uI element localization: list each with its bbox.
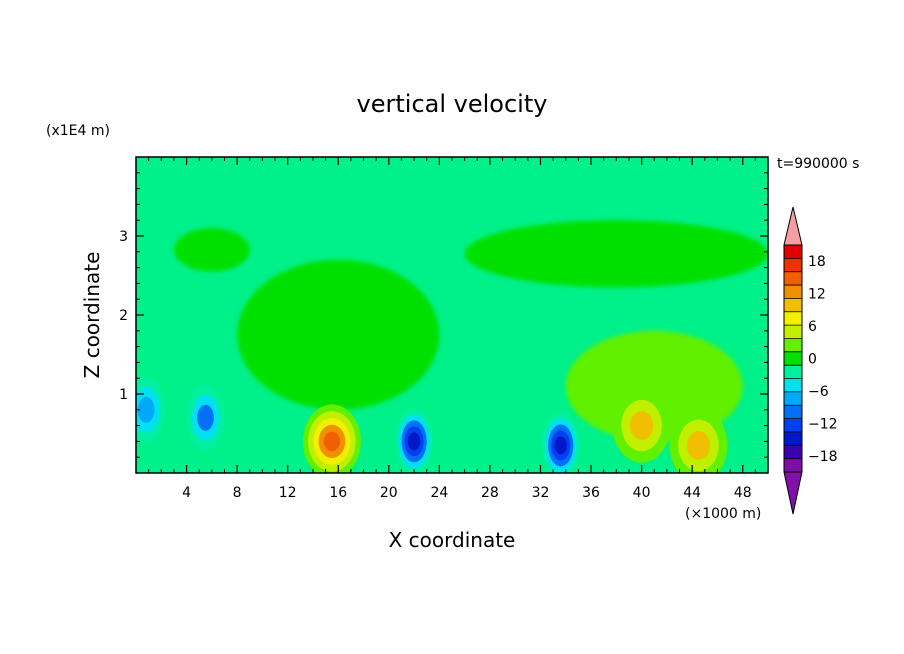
- updraft-5: [612, 388, 671, 463]
- colorbar: 18 12 6 0 −6 −12 −18: [783, 206, 838, 515]
- colorbar-swatch-4: [784, 405, 802, 420]
- colorbar-swatch-10: [784, 325, 802, 339]
- y-axis-unit: (x1E4 m): [46, 123, 110, 139]
- y-tick-label-3: 3: [119, 229, 128, 245]
- downdraft-9: [186, 384, 225, 451]
- time-label: t=990000 s: [777, 156, 859, 172]
- x-tick-label-48: 48: [734, 485, 752, 501]
- downdraft-8-contour-4: [554, 436, 567, 455]
- downdraft-8: [541, 412, 580, 473]
- field-region-2: [464, 220, 768, 288]
- colorbar-swatch-8: [784, 351, 802, 366]
- colorbar-swatch-13: [784, 285, 802, 299]
- updraft-6-contour-2: [686, 431, 711, 460]
- y-tick-label-1: 1: [119, 387, 128, 403]
- colorbar-swatch-1: [784, 445, 802, 460]
- colorbar-swatch-6: [784, 378, 802, 393]
- x-tick-label-44: 44: [683, 485, 701, 501]
- downdraft-9-contour-2: [197, 404, 214, 431]
- colorbar-swatch-12: [784, 298, 802, 313]
- colorbar-label--18: −18: [808, 449, 838, 465]
- colorbar-swatch-14: [784, 271, 802, 286]
- downdraft-10: [136, 376, 166, 443]
- colorbar-swatch-0: [784, 458, 802, 473]
- x-tick-label-28: 28: [481, 485, 499, 501]
- colorbar-swatch-15: [784, 258, 802, 273]
- x-tick-label-16: 16: [329, 485, 347, 501]
- x-tick-label-40: 40: [633, 485, 651, 501]
- x-tick-label-20: 20: [380, 485, 398, 501]
- x-axis-label: X coordinate: [389, 528, 516, 552]
- x-tick-label-36: 36: [582, 485, 600, 501]
- colorbar-swatch-2: [784, 431, 802, 446]
- colorbar-label--12: −12: [808, 416, 838, 432]
- colorbar-frame: [783, 244, 803, 473]
- y-axis-label: Z coordinate: [80, 252, 104, 379]
- velocity-field: [136, 157, 768, 473]
- downdraft-7: [395, 408, 434, 473]
- chart-title: vertical velocity: [357, 90, 548, 118]
- x-axis: 4 8 12 16 20 24 28 32 36 40 44 48: [148, 157, 756, 501]
- updraft-5-contour-2: [629, 411, 654, 440]
- y-axis: 1 2 3: [119, 172, 768, 458]
- downdraft-10-contour-2: [137, 396, 155, 423]
- updraft-4-contour-4: [323, 431, 341, 452]
- colorbar-label-12: 12: [808, 287, 826, 303]
- colorbar-swatch-3: [784, 418, 802, 433]
- colorbar-under-arrow: [783, 471, 803, 515]
- colorbar-swatch-7: [784, 365, 802, 380]
- colorbar-swatch-11: [784, 311, 802, 326]
- colorbar-swatch-9: [784, 338, 802, 353]
- colorbar-label--6: −6: [808, 384, 829, 400]
- colorbar-swatch-5: [784, 391, 802, 406]
- field-region-0: [173, 228, 250, 272]
- updraft-4: [302, 404, 361, 473]
- colorbar-label-6: 6: [808, 319, 817, 335]
- x-tick-label-32: 32: [532, 485, 550, 501]
- colorbar-label-0: 0: [808, 352, 817, 368]
- updraft-6: [669, 408, 728, 473]
- x-tick-label-8: 8: [233, 485, 242, 501]
- colorbar-label-18: 18: [808, 254, 826, 270]
- x-tick-label-4: 4: [182, 485, 191, 501]
- x-axis-unit: (×1000 m): [685, 506, 761, 522]
- x-tick-label-12: 12: [279, 485, 297, 501]
- y-tick-label-2: 2: [119, 308, 128, 324]
- downdraft-7-contour-4: [407, 432, 421, 451]
- colorbar-swatch-16: [784, 245, 802, 259]
- field-region-1: [237, 259, 440, 410]
- colorbar-over-arrow: [783, 206, 803, 246]
- x-tick-label-24: 24: [430, 485, 448, 501]
